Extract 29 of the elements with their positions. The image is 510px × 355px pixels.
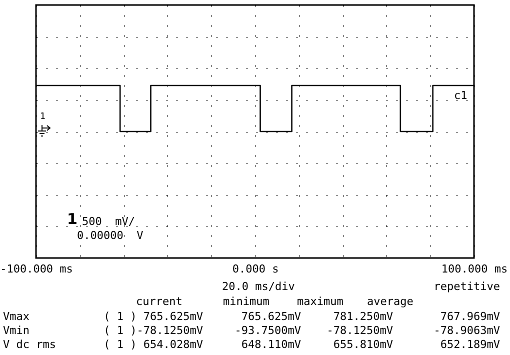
text: 655.810mV — [333, 338, 393, 351]
text: 781.250mV — [333, 310, 393, 323]
text: 767.969mV — [440, 310, 500, 323]
text: 765.625mV — [241, 310, 301, 323]
text: maximum — [297, 295, 344, 308]
text: V dc rms — [3, 338, 56, 351]
text: 1 — [67, 210, 78, 228]
text: -93.7500mV — [234, 324, 301, 337]
text: repetitive — [434, 280, 500, 293]
x-tick-label: 100.000 ms — [441, 262, 508, 276]
annotation: 1 — [40, 112, 46, 122]
text: ( 1 )-78.1250mV — [104, 324, 203, 337]
text: current — [136, 295, 182, 308]
text: minimum — [223, 295, 270, 308]
text: average — [367, 295, 414, 308]
text: Vmax — [3, 310, 30, 323]
x-tick-label: -100.000 ms — [0, 262, 73, 276]
text: 0.00000 V — [77, 229, 144, 242]
text: 500 mV/ — [82, 215, 135, 228]
annotation: c1 — [454, 89, 468, 102]
text: 20.0 ms/div — [222, 280, 295, 293]
text: -78.9063mV — [434, 324, 500, 337]
text: ( 1 ) 765.625mV — [104, 310, 203, 323]
text: -78.1250mV — [326, 324, 393, 337]
x-tick-label: 0.000 s — [232, 262, 279, 276]
text: Vmin — [3, 324, 30, 337]
text: 652.189mV — [440, 338, 500, 351]
text: ( 1 ) 654.028mV — [104, 338, 203, 351]
text: 648.110mV — [241, 338, 301, 351]
